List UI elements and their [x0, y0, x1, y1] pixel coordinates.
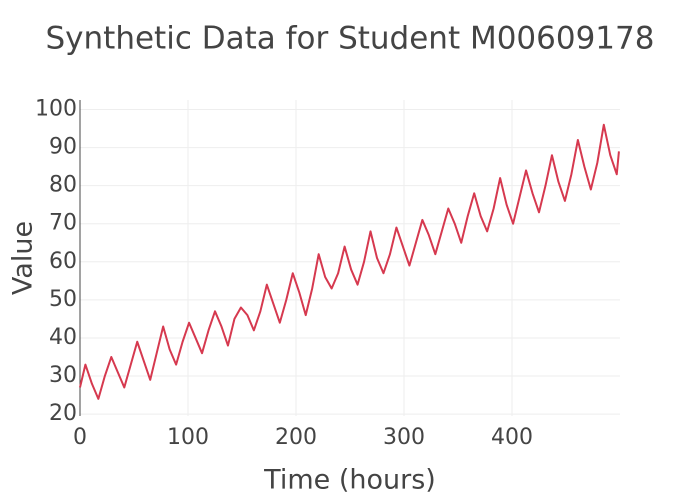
x-axis-title: Time (hours): [263, 465, 436, 496]
line-series: [79, 123, 620, 400]
y-tick-label: 20: [49, 401, 77, 426]
y-tick-label: 90: [49, 135, 77, 160]
y-axis-title: Value: [8, 221, 39, 295]
x-tick-label: 300: [383, 425, 425, 450]
x-tick-label: 400: [491, 425, 533, 450]
x-tick-label: 0: [73, 425, 87, 450]
y-tick-label: 40: [49, 325, 77, 350]
x-tick-label: 200: [275, 425, 317, 450]
x-tick-label: 100: [167, 425, 209, 450]
y-tick-label: 60: [49, 249, 77, 274]
chart-title: Synthetic Data for Student M00609178: [46, 21, 655, 57]
y-tick-label: 80: [49, 173, 77, 198]
y-tick-label: 30: [49, 363, 77, 388]
y-tick-label: 100: [35, 97, 77, 122]
y-tick-label: 70: [49, 211, 77, 236]
y-tick-label: 50: [49, 287, 77, 312]
